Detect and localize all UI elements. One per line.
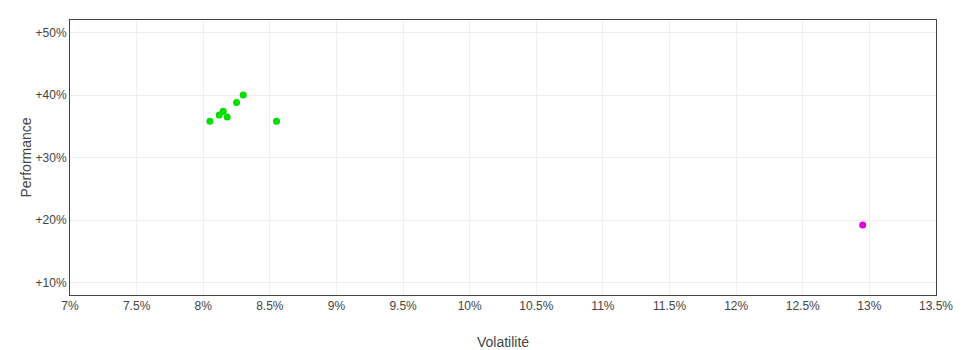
svg-text:9.5%: 9.5% <box>389 299 417 313</box>
svg-text:11.5%: 11.5% <box>653 299 686 313</box>
svg-text:+50%: +50% <box>36 26 67 40</box>
svg-text:11%: 11% <box>591 299 614 313</box>
svg-text:13%: 13% <box>857 299 881 313</box>
svg-text:7%: 7% <box>61 299 79 313</box>
svg-text:9%: 9% <box>328 299 346 313</box>
svg-text:12%: 12% <box>724 299 748 313</box>
svg-text:Performance: Performance <box>18 117 34 197</box>
svg-text:+10%: +10% <box>36 276 67 290</box>
svg-text:Volatilité: Volatilité <box>477 334 529 350</box>
svg-text:10.5%: 10.5% <box>519 299 553 313</box>
svg-text:10%: 10% <box>458 299 482 313</box>
svg-text:13.5%: 13.5% <box>919 299 953 313</box>
svg-text:+40%: +40% <box>36 88 67 102</box>
svg-text:+20%: +20% <box>36 213 67 227</box>
svg-text:+30%: +30% <box>36 151 67 165</box>
svg-text:12.5%: 12.5% <box>786 299 820 313</box>
svg-text:8%: 8% <box>195 299 213 313</box>
svg-text:7.5%: 7.5% <box>123 299 151 313</box>
svg-text:8.5%: 8.5% <box>256 299 284 313</box>
